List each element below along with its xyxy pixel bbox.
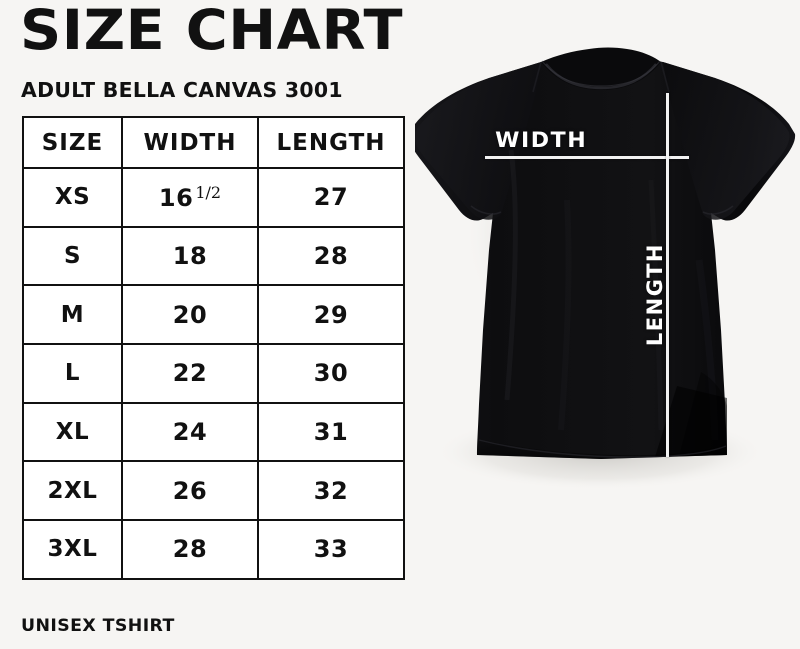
- cell-width: 16 1/2: [121, 167, 259, 228]
- column-header-size: SIZE: [22, 116, 123, 169]
- table-row: 2XL 26 32: [22, 460, 405, 522]
- cell-length: 27: [257, 167, 405, 228]
- cell-size: 2XL: [22, 460, 123, 522]
- cell-width: 26: [121, 460, 259, 522]
- cell-width: 22: [121, 343, 259, 404]
- length-guide-line: [666, 93, 669, 457]
- tshirt-illustration: WIDTH LENGTH: [415, 0, 800, 649]
- cell-length: 32: [257, 460, 405, 522]
- length-measurement-label: LENGTH: [643, 243, 667, 347]
- cell-width: 18: [121, 225, 259, 287]
- cell-size: M: [22, 284, 123, 346]
- cell-length: 33: [257, 519, 405, 580]
- size-chart-table: SIZE WIDTH LENGTH XS 16 1/2 27 S 18 28: [22, 116, 405, 580]
- product-subtitle: ADULT BELLA CANVAS 3001: [21, 78, 343, 102]
- width-measurement-label: WIDTH: [495, 128, 588, 152]
- cell-width: 24: [121, 401, 259, 463]
- cell-length: 29: [257, 284, 405, 346]
- width-guide-line: [485, 156, 689, 159]
- table-row: 3XL 28 33: [22, 519, 405, 580]
- table-row: XS 16 1/2 27: [22, 167, 405, 228]
- cell-width: 20: [121, 284, 259, 346]
- cell-size: 3XL: [22, 519, 123, 580]
- table-header-row: SIZE WIDTH LENGTH: [22, 116, 405, 169]
- width-fraction: 1/2: [195, 182, 222, 202]
- cell-length: 28: [257, 225, 405, 287]
- cell-length: 31: [257, 401, 405, 463]
- garment-type-caption: UNISEX TSHIRT: [21, 616, 175, 636]
- cell-length: 30: [257, 343, 405, 404]
- table-row: M 20 29: [22, 284, 405, 346]
- tshirt-icon: [415, 47, 796, 490]
- column-header-length: LENGTH: [257, 116, 405, 169]
- cell-size: S: [22, 225, 123, 287]
- table-row: XL 24 31: [22, 401, 405, 463]
- cell-size: XL: [22, 401, 123, 463]
- cell-width: 28: [121, 519, 259, 580]
- page-title: SIZE CHART: [20, 0, 404, 63]
- width-whole: 16: [158, 183, 194, 212]
- table-row: L 22 30: [22, 343, 405, 404]
- column-header-width: WIDTH: [121, 116, 259, 169]
- cell-size: XS: [22, 167, 123, 228]
- cell-size: L: [22, 343, 123, 404]
- table-row: S 18 28: [22, 225, 405, 287]
